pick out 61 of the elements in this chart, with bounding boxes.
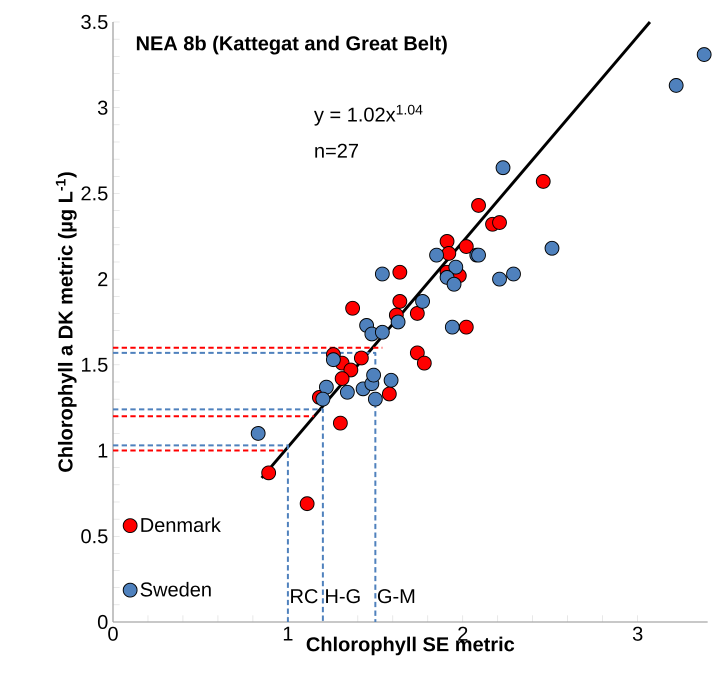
- point: [429, 248, 444, 263]
- point: [392, 264, 408, 280]
- point: [506, 266, 521, 282]
- point: [250, 426, 266, 441]
- point: [392, 294, 408, 309]
- x-tick-label: 0: [108, 626, 118, 641]
- annotation: H-G: [326, 589, 360, 604]
- point: [448, 260, 464, 275]
- point: [492, 215, 507, 230]
- point: [458, 239, 474, 254]
- point: [446, 276, 462, 292]
- point: [440, 234, 454, 249]
- point: [332, 416, 348, 431]
- legend-label: Denmark: [141, 517, 221, 532]
- point: [471, 198, 486, 213]
- point: [496, 160, 510, 176]
- point: [374, 324, 390, 340]
- point: [544, 240, 560, 256]
- annotation: n=27: [315, 144, 358, 158]
- point: [668, 78, 684, 93]
- point: [340, 384, 355, 400]
- point: [334, 371, 350, 386]
- point: [416, 356, 432, 371]
- y-tick-label: 2: [98, 272, 108, 286]
- point: [492, 272, 507, 287]
- point: [382, 386, 397, 402]
- point: [318, 380, 334, 395]
- point: [444, 320, 460, 335]
- point: [366, 368, 382, 383]
- point: [300, 496, 315, 512]
- text: NEA 8b (Kattegat and Great Belt): [136, 36, 447, 54]
- point: [458, 320, 474, 335]
- annotation: G-M: [378, 589, 414, 604]
- point: [343, 362, 358, 378]
- point: [410, 345, 425, 360]
- y-tick-label: 1.5: [82, 358, 108, 372]
- y-tick-label: 0.5: [81, 529, 108, 544]
- point: [384, 372, 398, 388]
- y-axis-title: Chlorophyll a DK metric (µg L$^{-1}$): [56, 172, 77, 472]
- annotation: RC: [291, 589, 318, 604]
- point: [415, 294, 430, 309]
- point: [326, 352, 341, 368]
- annotation: y = 1.02x$^{1.04}$: [314, 104, 422, 126]
- point: [390, 314, 406, 330]
- x-tick-label: 3: [632, 626, 642, 641]
- y-tick-label: 1: [98, 444, 108, 458]
- point: [536, 174, 551, 189]
- point: [441, 246, 456, 261]
- y-tick-label: 3.5: [81, 14, 108, 30]
- x-tick-label: 1: [284, 626, 292, 640]
- legend-label: Sweden: [140, 582, 211, 597]
- point: [345, 300, 360, 316]
- y-tick-label: 2.5: [81, 186, 108, 200]
- point: [374, 266, 390, 282]
- y-tick-label: 0: [98, 614, 108, 630]
- point: [368, 392, 383, 407]
- point: [261, 465, 276, 480]
- point: [410, 306, 425, 321]
- point: [315, 392, 330, 407]
- point: [354, 350, 369, 366]
- y-tick-label: 3: [98, 100, 108, 115]
